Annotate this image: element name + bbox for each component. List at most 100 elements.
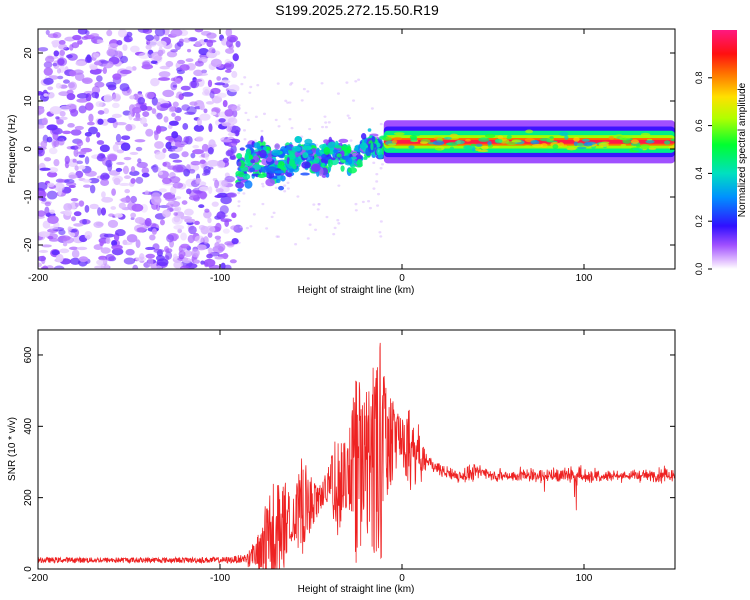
spectrogram-turbulence-cell bbox=[323, 147, 331, 155]
spectrogram-noise-cell bbox=[286, 181, 290, 184]
spectrogram-noise-cell bbox=[173, 212, 178, 216]
spectrogram-noise-cell bbox=[129, 170, 140, 176]
spectrogram-noise-cell bbox=[195, 136, 204, 142]
spectrogram-turbulence-cell bbox=[323, 139, 329, 144]
spectrogram-noise-cell bbox=[172, 159, 183, 163]
spectrogram-turbulence-cell bbox=[360, 145, 366, 150]
spectrogram-noise-cell bbox=[141, 167, 150, 174]
spectrogram-noise-cell bbox=[209, 90, 215, 99]
colorbar-tick-label: 0.8 bbox=[694, 72, 704, 85]
spectrogram-noise-cell bbox=[231, 105, 241, 112]
spectrogram-noise-cell bbox=[111, 188, 116, 196]
spectrogram-noise-cell bbox=[150, 60, 158, 64]
spectrogram-noise-cell bbox=[208, 186, 213, 194]
spectrogram-noise-cell bbox=[151, 108, 157, 114]
spectrogram-ridge-cell bbox=[525, 129, 534, 134]
spectrogram-noise-cell bbox=[156, 40, 167, 47]
spectrogram-noise-cell bbox=[163, 116, 169, 123]
spectrogram-noise-cell bbox=[206, 253, 213, 259]
spectrogram-noise-cell bbox=[222, 157, 229, 163]
spectrogram-noise-cell bbox=[181, 200, 188, 205]
figure-title: S199.2025.272.15.50.R19 bbox=[275, 2, 439, 18]
spectrogram-noise-cell bbox=[90, 33, 100, 38]
spectrogram-noise-cell bbox=[379, 167, 383, 170]
spectrogram-noise-cell bbox=[272, 211, 276, 215]
spectrogram-noise-cell bbox=[199, 190, 207, 200]
spectrogram-noise-cell bbox=[66, 182, 77, 187]
spectrogram-noise-cell bbox=[376, 204, 380, 207]
spectrogram-turbulence-cell bbox=[301, 145, 312, 151]
spectrogram-turbulence-cell bbox=[352, 152, 358, 157]
spectrogram-turbulence-cell bbox=[278, 185, 285, 191]
spectrogram-noise-cell bbox=[214, 256, 224, 260]
spectrogram-noise-cell bbox=[111, 248, 124, 256]
spectrogram-turbulence-cell bbox=[274, 170, 285, 174]
spectrogram-ridge-cell bbox=[501, 137, 507, 141]
spectrogram-noise-cell bbox=[237, 200, 241, 203]
spectrogram-noise-cell bbox=[231, 212, 237, 219]
spectrogram-ridge-cell bbox=[622, 139, 632, 144]
spectrogram-ridge-cell bbox=[558, 142, 565, 147]
spectrogram-noise-cell bbox=[130, 212, 137, 218]
spectrogram-noise-cell bbox=[321, 125, 325, 129]
spectrogram-noise-cell bbox=[222, 99, 228, 108]
spectrogram-noise-cell bbox=[312, 203, 316, 206]
spectrogram-noise-cell bbox=[131, 106, 142, 114]
spectrogram-turbulence-cell bbox=[235, 181, 245, 189]
spectrogram-noise-cell bbox=[207, 147, 214, 155]
spectrogram-turbulence-cell bbox=[336, 153, 342, 158]
spectrogram-noise-cell bbox=[74, 144, 82, 150]
spectrogram-noise-cell bbox=[151, 96, 158, 106]
spectrogram-turbulence-cell bbox=[376, 148, 383, 155]
spectrogram-noise-cell bbox=[59, 49, 66, 56]
spectrogram-ridge-cell bbox=[481, 145, 489, 150]
spectrogram-turbulence-cell bbox=[355, 154, 363, 160]
spectrogram-noise-cell bbox=[203, 165, 211, 174]
spectrogram-noise-cell bbox=[237, 204, 241, 208]
spectrogram-noise-cell bbox=[194, 235, 205, 244]
spectrogram-noise-cell bbox=[107, 43, 119, 48]
spectrogram-y-tick-label: 0 bbox=[23, 146, 34, 152]
spectrogram-noise-cell bbox=[54, 182, 65, 192]
spectrogram-noise-cell bbox=[214, 179, 220, 189]
spectrogram-noise-cell bbox=[118, 182, 130, 187]
spectrogram-noise-cell bbox=[119, 55, 129, 64]
spectrogram-noise-cell bbox=[66, 93, 76, 101]
spectrogram-noise-cell bbox=[145, 91, 155, 99]
spectrogram-noise-cell bbox=[261, 185, 265, 188]
snr-y-tick-label: 0 bbox=[23, 566, 34, 572]
spectrogram-turbulence-cell bbox=[285, 145, 292, 150]
spectrogram-noise-cell bbox=[129, 95, 136, 100]
spectrogram-noise-cell bbox=[145, 34, 154, 41]
spectrogram-turbulence-cell bbox=[286, 172, 293, 178]
spectrogram-ridge-cell bbox=[539, 137, 551, 142]
spectrogram-noise-cell bbox=[150, 196, 162, 205]
spectrogram-noise-cell bbox=[41, 197, 47, 202]
spectrogram-noise-cell bbox=[274, 118, 278, 122]
spectrogram-turbulence-cell bbox=[370, 142, 374, 151]
spectrogram-noise-cell bbox=[182, 123, 189, 130]
spectrogram-noise-cell bbox=[229, 259, 237, 264]
spectrogram-noise-cell bbox=[345, 81, 349, 84]
spectrogram-noise-cell bbox=[47, 91, 55, 99]
spectrogram-noise-cell bbox=[88, 177, 100, 184]
spectrogram-turbulence-cell bbox=[265, 178, 275, 187]
spectrogram-noise-cell bbox=[215, 222, 222, 232]
spectrogram-noise-cell bbox=[105, 254, 115, 262]
snr-y-tick-label: 400 bbox=[23, 418, 34, 435]
spectrogram-noise-cell bbox=[173, 224, 185, 230]
spectrogram-noise-cell bbox=[367, 200, 371, 203]
spectrogram-noise-cell bbox=[199, 103, 205, 111]
spectrogram-x-tick-label: 100 bbox=[576, 273, 593, 284]
spectrogram-noise-cell bbox=[225, 29, 233, 37]
spectrogram-noise-cell bbox=[78, 256, 89, 263]
spectrogram-noise-cell bbox=[154, 151, 166, 160]
spectrogram-noise-cell bbox=[76, 246, 88, 251]
spectrogram-turbulence-cell bbox=[266, 156, 273, 162]
spectrogram-turbulence-cell bbox=[291, 145, 302, 152]
spectrogram-noise-cell bbox=[194, 41, 201, 47]
spectrogram-ridge-cell bbox=[622, 135, 633, 139]
spectrogram-ridge-cell bbox=[608, 136, 615, 140]
spectrogram-noise-cell bbox=[139, 253, 145, 261]
spectrogram-noise-cell bbox=[112, 102, 120, 109]
